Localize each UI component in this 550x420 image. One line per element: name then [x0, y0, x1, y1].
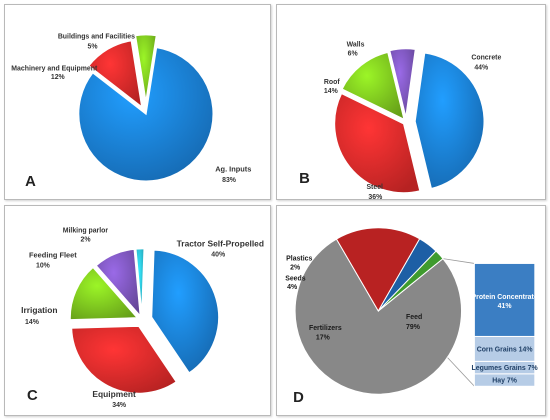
value-concrete: 44% [474, 64, 488, 71]
panel-c: Milking parlor 2% Tractor Self-Propelled… [4, 205, 271, 416]
pie-slice-roof [340, 51, 406, 121]
pie-slice-fertilizers [335, 227, 421, 312]
pie-chart-b: Walls 6% Concrete 44% Roof 14% Steel 36%… [299, 42, 501, 201]
pie-slice-irrigation [69, 266, 140, 321]
pie-slice-equipment [70, 325, 178, 395]
panel-d: Hay 7% Legumes Grains 7% Corn Grains 14% Pr… [276, 205, 546, 416]
label-concrete: Concrete [471, 54, 501, 61]
stack-label-legumes-grains: Legumes Grains 7% [472, 365, 538, 372]
pie-chart-a: Buildings and Facilities 5% Machinery an… [11, 33, 251, 190]
label-fertilizers: Fertilizers [309, 325, 342, 332]
label-machinery: Machinery and Equipment [11, 65, 98, 72]
pie-slice-concrete [414, 51, 485, 190]
pie-slice-tractor-self-propelled [150, 249, 220, 375]
label-tractor: Tractor Self-Propelled [177, 239, 264, 249]
label-feed: Feed [406, 314, 422, 321]
value-seeds: 4% [287, 284, 297, 291]
value-buildings: 5% [88, 44, 98, 51]
label-irrigation: Irrigation [21, 305, 57, 315]
value-feed: 79% [406, 324, 420, 331]
stack-label-corn-grains: Corn Grains 14% [477, 346, 533, 353]
pie-slice-buildings-and-facilities [134, 33, 158, 103]
label-feeding-fleet: Feeding Fleet [29, 251, 77, 260]
pie-slice-machinery-and-equipment [87, 39, 143, 109]
value-roof: 14% [324, 88, 338, 95]
label-plastics: Plastics [286, 255, 312, 262]
label-buildings: Buildings and Facilities [58, 34, 135, 41]
value-machinery: 12% [51, 74, 65, 81]
stack-value-protein-concentrate: 41% [498, 303, 512, 310]
pie-slice-ag-inputs [77, 46, 214, 182]
panel-letter-b: B [299, 171, 310, 187]
label-equipment: Equipment [92, 389, 136, 399]
pie-slice-walls [388, 47, 417, 119]
value-irrigation: 14% [25, 319, 39, 326]
label-seeds: Seeds [285, 275, 306, 282]
value-fertilizers: 17% [316, 335, 330, 342]
panel-letter-d: D [293, 390, 304, 406]
panel-b: Walls 6% Concrete 44% Roof 14% Steel 36%… [276, 4, 546, 201]
panel-letter-c: C [27, 388, 38, 404]
pie-chart-c: Milking parlor 2% Tractor Self-Propelled… [21, 228, 264, 409]
value-equipment: 34% [112, 402, 126, 409]
value-tractor: 40% [211, 252, 225, 259]
value-feeding-fleet: 10% [36, 262, 50, 269]
stack-segment-corn-grains [473, 335, 536, 362]
pie-slice-steel [333, 92, 421, 194]
stack-label-protein-concentrate: Protein Concentrate [472, 294, 538, 301]
pie-chart-d: Hay 7% Legumes Grains 7% Corn Grains 14% Pr… [285, 227, 538, 406]
pie-slice-plastics [377, 250, 444, 312]
label-walls: Walls [347, 42, 365, 49]
label-ag-inputs: Ag. Inputs [215, 164, 251, 173]
pie-slice-milking-parlor [134, 247, 145, 317]
stack-label-hay: Hay 7% [492, 378, 517, 385]
value-ag-inputs: 83% [222, 177, 236, 184]
pie-slice-feeding-fleet [94, 248, 142, 319]
label-roof: Roof [324, 79, 340, 86]
value-milking-parlor: 2% [81, 237, 91, 244]
label-milking-parlor: Milking parlor [63, 228, 109, 235]
panel-letter-a: A [25, 174, 36, 190]
value-walls: 6% [348, 50, 358, 57]
panel-a: Buildings and Facilities 5% Machinery an… [4, 4, 271, 200]
connector-top [442, 258, 475, 264]
label-steel: Steel [366, 184, 383, 191]
value-plastics: 2% [290, 264, 300, 271]
value-steel: 36% [368, 194, 382, 201]
stack-segment-protein-concentrate [473, 262, 536, 337]
